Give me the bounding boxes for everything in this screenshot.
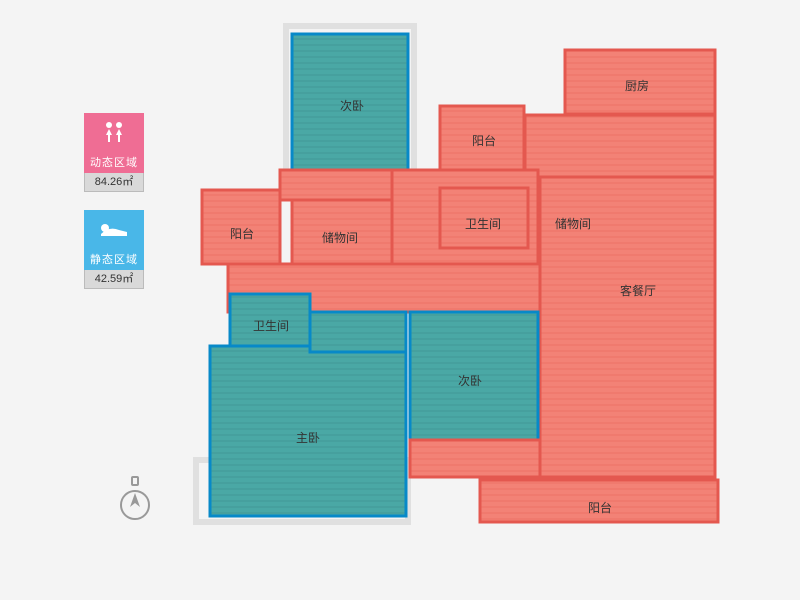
room-阳台-左 xyxy=(202,190,280,264)
room-客餐厅-上 xyxy=(525,115,715,177)
room-次卧-下 xyxy=(410,312,538,440)
room-阳台-上 xyxy=(440,106,524,170)
room-阳台-下 xyxy=(480,480,718,522)
room-次卧-上 xyxy=(292,34,408,170)
compass-icon xyxy=(115,475,155,525)
room-卫生间-上 xyxy=(440,188,528,248)
room-卫生间-下 xyxy=(230,294,310,346)
room-储物间-左 xyxy=(292,200,392,264)
room-过道下 xyxy=(410,440,540,477)
room-主卧 xyxy=(210,346,406,516)
room-厨房 xyxy=(565,50,715,114)
room-客餐厅 xyxy=(540,177,715,477)
room-主卧延伸 xyxy=(310,312,406,352)
room-走道-上 xyxy=(280,170,408,200)
